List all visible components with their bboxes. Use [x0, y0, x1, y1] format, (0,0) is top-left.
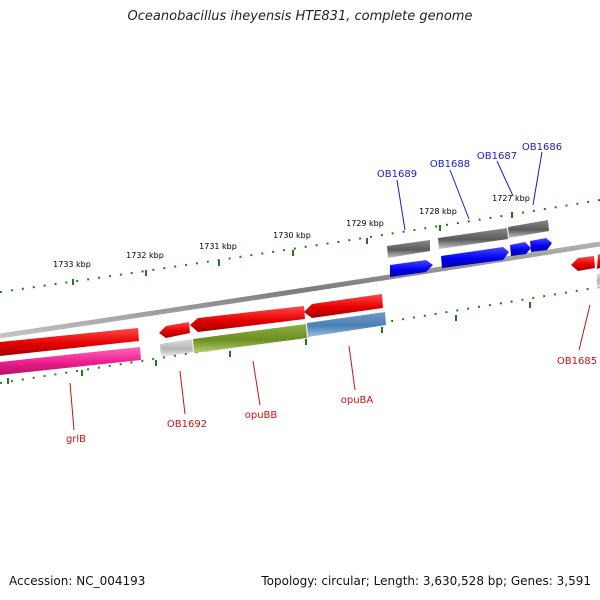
feature-ob1688-gene — [441, 247, 509, 268]
feature-opubb-cds — [193, 324, 307, 353]
scale-label-1729: 1729 kbp — [346, 219, 384, 228]
feature-opuba-gene — [304, 294, 383, 318]
topology-summary: Topology: circular; Length: 3,630,528 bp… — [261, 574, 591, 588]
map-title: Oceanobacillus iheyensis HTE831, complet… — [127, 9, 473, 24]
feature-ob1687-cds — [508, 220, 549, 238]
scale-label-1727: 1727 kbp — [492, 194, 530, 203]
label-opuba: opuBA — [341, 395, 374, 406]
scale-label-1730: 1730 kbp — [273, 231, 311, 240]
feature-ob1685-gene-edge — [597, 254, 600, 269]
feature-ob1685-gene — [571, 256, 595, 271]
label-grlb: grlB — [66, 434, 86, 445]
scale-label-1732: 1732 kbp — [126, 251, 164, 260]
feature-ob1686-gene — [530, 238, 552, 252]
callout-lines — [69, 151, 591, 431]
forward-strand-features — [387, 220, 552, 277]
label-ob1689: OB1689 — [377, 169, 417, 180]
label-ob1685: OB1685 — [557, 356, 597, 367]
upper-major-ticks — [72, 212, 513, 285]
label-ob1686: OB1686 — [522, 142, 562, 153]
genome-backbone — [0, 241, 600, 339]
label-ob1692: OB1692 — [167, 419, 207, 430]
label-opubb: opuBB — [245, 410, 278, 421]
reverse-strand-features — [0, 254, 600, 375]
feature-opubb-gene — [190, 306, 305, 332]
scale-label-1731: 1731 kbp — [199, 242, 237, 251]
feature-ob1689-gene — [390, 260, 433, 277]
scale-label-1733: 1733 kbp — [53, 260, 91, 269]
feature-ob1687-gene — [510, 242, 531, 256]
upper-tick-arc — [0, 199, 600, 293]
feature-grlb-gene — [0, 347, 141, 375]
label-ob1688: OB1688 — [430, 159, 470, 170]
label-ob1687: OB1687 — [477, 151, 517, 162]
feature-ob1685-cds-edge — [597, 273, 600, 288]
accession-text: Accession: NC_004193 — [9, 574, 146, 588]
feature-ob1688-cds — [438, 228, 508, 249]
scale-label-1728: 1728 kbp — [419, 207, 457, 216]
feature-ob1689-cds — [387, 240, 430, 258]
feature-opuba-cds — [307, 312, 386, 337]
feature-ob1692-cds — [160, 339, 193, 357]
lower-major-ticks — [7, 302, 531, 384]
feature-ob1692-gene — [159, 322, 190, 338]
feature-grlb-cds — [0, 328, 139, 356]
